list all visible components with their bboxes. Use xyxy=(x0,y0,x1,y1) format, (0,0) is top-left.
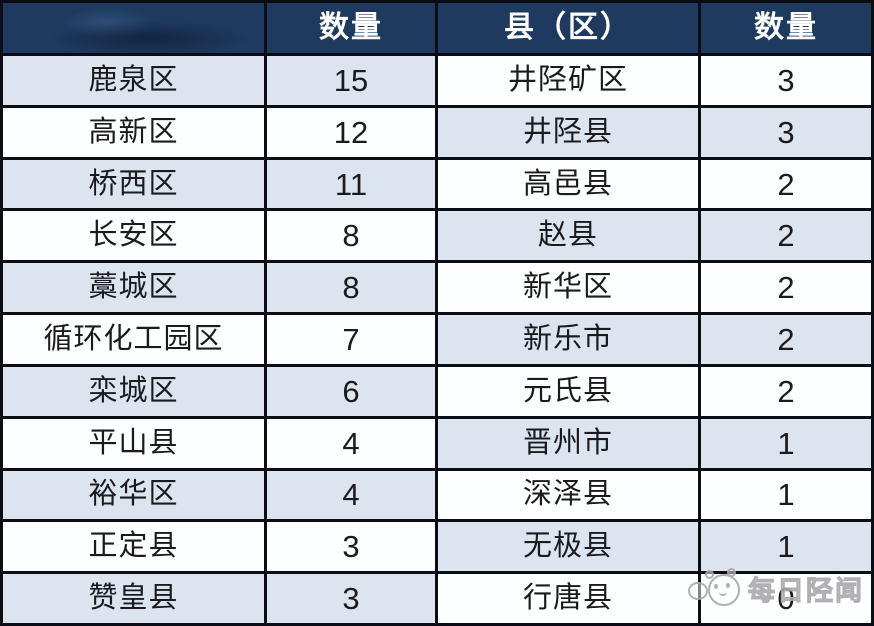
header-cell-count-right: 数量 xyxy=(701,3,871,53)
district-name-cell: 高新区 xyxy=(3,107,264,157)
district-count-cell: 8 xyxy=(267,211,435,261)
district-name-cell: 裕华区 xyxy=(3,470,264,520)
district-count-cell: 7 xyxy=(267,315,435,364)
county-name-cell: 井陉县 xyxy=(438,107,698,157)
district-count-cell: 15 xyxy=(267,56,435,105)
county-count-cell: 1 xyxy=(701,470,871,520)
district-count-cell: 11 xyxy=(267,159,435,209)
county-name-cell: 行唐县 xyxy=(438,574,698,623)
district-count-cell: 3 xyxy=(267,574,435,623)
district-count-cell: 3 xyxy=(267,522,435,572)
county-count-cell: 2 xyxy=(701,366,871,416)
district-name-cell: 桥西区 xyxy=(3,159,264,209)
district-count-cell: 8 xyxy=(267,263,435,313)
district-count-cell: 4 xyxy=(267,470,435,520)
district-count-cell: 4 xyxy=(267,418,435,468)
county-name-cell: 元氏县 xyxy=(438,366,698,416)
district-count-cell: 6 xyxy=(267,366,435,416)
header-cell-district-blurred xyxy=(3,3,264,53)
county-count-cell: 3 xyxy=(701,56,871,105)
county-name-cell: 无极县 xyxy=(438,522,698,572)
county-name-cell: 新华区 xyxy=(438,263,698,313)
district-name-cell: 藁城区 xyxy=(3,263,264,313)
county-name-cell: 深泽县 xyxy=(438,470,698,520)
county-count-cell: 1 xyxy=(701,418,871,468)
county-count-cell: 0 xyxy=(701,574,871,623)
county-name-cell: 新乐市 xyxy=(438,315,698,364)
county-count-cell: 3 xyxy=(701,107,871,157)
district-count-cell: 12 xyxy=(267,107,435,157)
county-name-cell: 晋州市 xyxy=(438,418,698,468)
district-name-cell: 长安区 xyxy=(3,211,264,261)
district-name-cell: 循环化工园区 xyxy=(3,315,264,364)
county-count-cell: 2 xyxy=(701,159,871,209)
county-count-cell: 2 xyxy=(701,315,871,364)
header-cell-count-left: 数量 xyxy=(267,3,435,53)
county-name-cell: 高邑县 xyxy=(438,159,698,209)
header-cell-county: 县（区） xyxy=(438,3,698,53)
county-name-cell: 井陉矿区 xyxy=(438,56,698,105)
county-name-cell: 赵县 xyxy=(438,211,698,261)
county-count-cell: 2 xyxy=(701,263,871,313)
district-name-cell: 栾城区 xyxy=(3,366,264,416)
district-name-cell: 鹿泉区 xyxy=(3,56,264,105)
county-count-cell: 1 xyxy=(701,522,871,572)
district-name-cell: 赞皇县 xyxy=(3,574,264,623)
district-name-cell: 正定县 xyxy=(3,522,264,572)
district-name-cell: 平山县 xyxy=(3,418,264,468)
county-count-cell: 2 xyxy=(701,211,871,261)
